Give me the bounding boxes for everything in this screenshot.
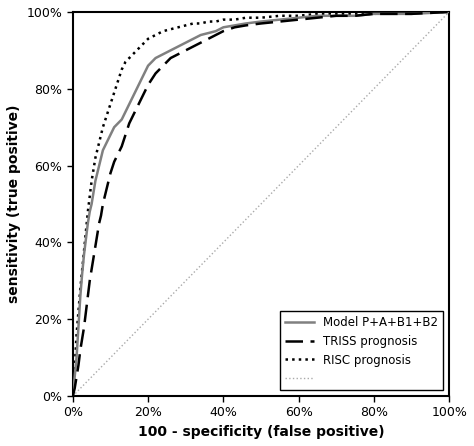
Y-axis label: sensitivity (true positive): sensitivity (true positive) [7, 105, 21, 303]
Legend: Model P+A+B1+B2, TRISS prognosis, RISC prognosis, : Model P+A+B1+B2, TRISS prognosis, RISC p… [280, 311, 443, 390]
X-axis label: 100 - specificity (false positive): 100 - specificity (false positive) [137, 425, 384, 439]
